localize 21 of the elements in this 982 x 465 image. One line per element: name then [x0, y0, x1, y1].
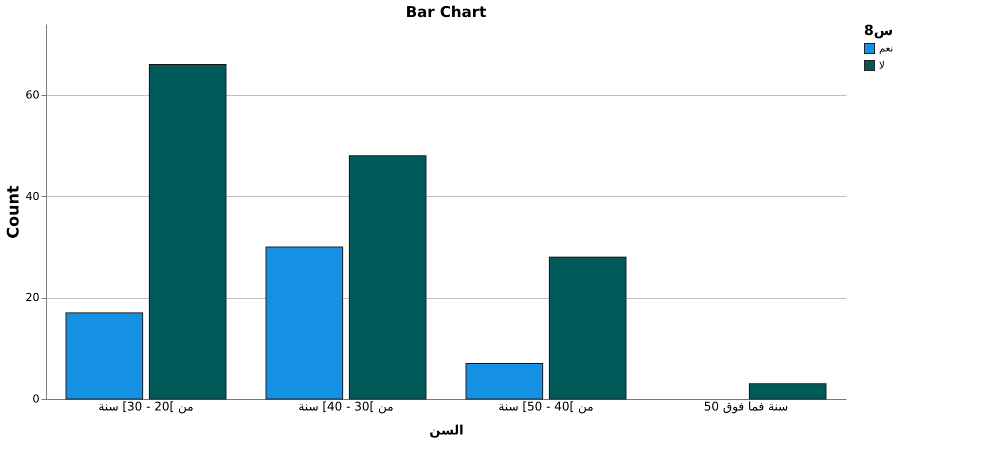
bar [148, 64, 226, 400]
x-tick-label: من ]30 - 40] سنة [298, 400, 394, 414]
x-tick-label: من ]20 - 30] سنة [98, 400, 194, 414]
y-tick-label: 40 [26, 190, 40, 203]
bar [66, 312, 144, 400]
x-tick-label: من ]40 - 50] سنة [498, 400, 594, 414]
legend-label: نعم [879, 44, 894, 54]
x-axis-title: السن [429, 424, 464, 438]
y-tick-label: 60 [26, 88, 40, 102]
bar [748, 383, 826, 400]
bar [548, 256, 626, 400]
bar [466, 363, 544, 400]
y-tick-label: 0 [32, 392, 40, 406]
legend-title: س8 [864, 23, 894, 39]
y-tick-label: 20 [26, 291, 40, 304]
x-tick-label: 50 سنة فما فوق [704, 400, 788, 414]
bar [266, 246, 344, 400]
chart-title: Bar Chart [406, 3, 486, 21]
legend-label: لا [879, 60, 885, 72]
bar [348, 155, 426, 400]
y-axis-title: Count [4, 185, 23, 239]
